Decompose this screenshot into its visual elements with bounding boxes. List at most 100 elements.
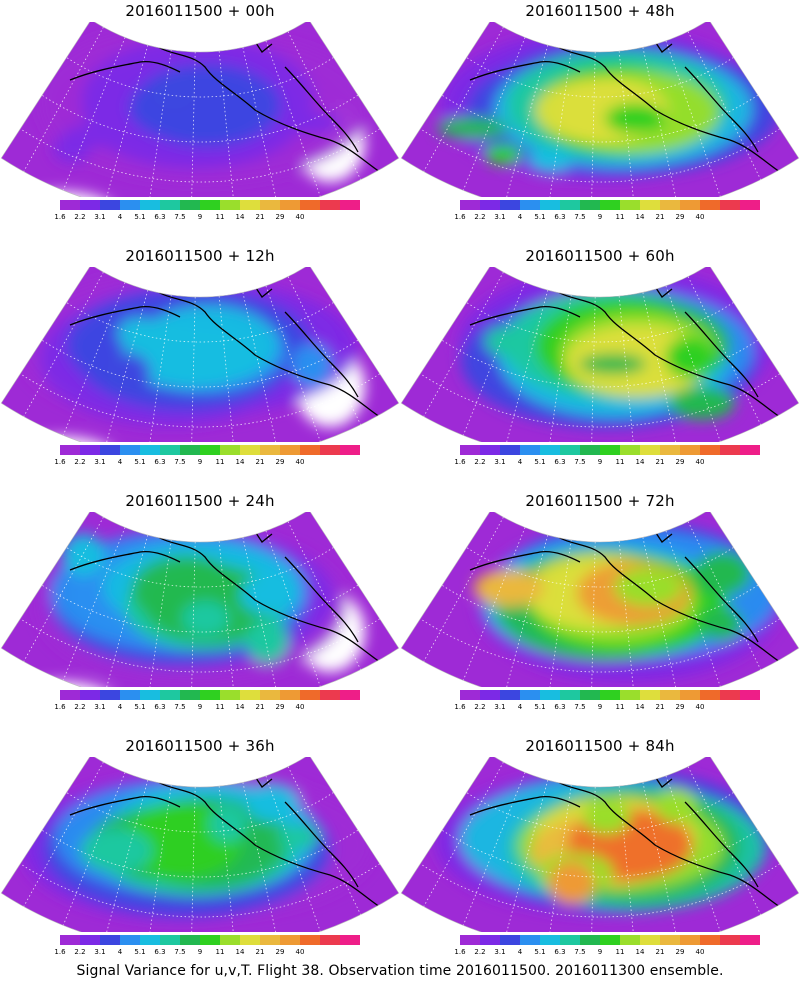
colorbar-swatch — [280, 690, 300, 700]
field-layer — [401, 512, 799, 687]
field-spot — [548, 860, 595, 905]
colorbar-tick-label: 2.2 — [474, 703, 486, 711]
colorbar-swatch — [600, 445, 620, 455]
colorbar — [60, 690, 360, 700]
field-spot — [605, 103, 666, 134]
colorbar-swatch — [220, 690, 240, 700]
map-plot — [400, 22, 800, 197]
longitude-line — [423, 516, 504, 662]
field-spot — [669, 386, 735, 420]
colorbar-swatch — [340, 445, 360, 455]
graticule — [20, 26, 380, 197]
longitude-line — [265, 40, 321, 197]
colorbar-labels: 1.6 2.2 3.1 4 5.1 6.3 7.5 9 11 14 21 29 40 — [54, 213, 360, 223]
colorbar-tick-label: 21 — [255, 213, 265, 221]
colorbar-tick-label: 9 — [597, 213, 603, 221]
colorbar-tick-label: 3.1 — [494, 213, 506, 221]
longitude-line — [218, 51, 236, 197]
colorbar-labels: 1.6 2.2 3.1 4 5.1 6.3 7.5 9 11 14 21 29 40 — [454, 703, 760, 713]
field-blobs — [458, 267, 773, 429]
colorbar-tick-label: 11 — [615, 703, 625, 711]
colorbar-swatch — [340, 200, 360, 210]
longitude-line — [287, 521, 362, 670]
colorbar-swatch — [260, 690, 280, 700]
colorbar-tick-label: 1.6 — [454, 458, 466, 466]
field-spot — [614, 567, 684, 607]
colorbar-tick-label: 29 — [275, 948, 285, 956]
colorbar-tick-label: 29 — [675, 703, 685, 711]
field-spot — [131, 321, 184, 342]
colorbar-swatch — [60, 200, 80, 210]
colorbar-swatch — [480, 445, 500, 455]
colorbar-swatch — [260, 935, 280, 945]
longitude-line — [423, 26, 504, 172]
field-spot — [655, 787, 698, 824]
colorbar-tick-label: 3.1 — [94, 948, 106, 956]
colorbar-tick-label: 5.1 — [134, 458, 146, 466]
colorbar-tick-label: 5.1 — [534, 213, 546, 221]
colorbar-tick-label: 7.5 — [574, 213, 586, 221]
colorbar-swatch — [620, 935, 640, 945]
colorbar-swatch — [480, 690, 500, 700]
longitude-line — [665, 530, 721, 687]
field-contour — [128, 72, 258, 143]
colorbar-swatch — [660, 690, 680, 700]
colorbar-tick-label: 9 — [597, 703, 603, 711]
colorbar — [60, 445, 360, 455]
colorbar-tick-label: 21 — [655, 703, 665, 711]
colorbar-tick-label: 9 — [197, 458, 203, 466]
latitude-line — [66, 57, 334, 98]
longitude-line — [547, 784, 572, 932]
coastline-path — [149, 531, 381, 663]
colorbar-tick-label: 6.3 — [554, 458, 566, 466]
panel-title: 2016011500 + 72h — [525, 492, 675, 510]
colorbar-swatch — [280, 445, 300, 455]
coastline-path — [684, 66, 759, 153]
panel-title: 2016011500 + 84h — [525, 737, 675, 755]
colorbar-swatch — [640, 690, 660, 700]
colorbar-swatch — [260, 200, 280, 210]
coastline — [69, 521, 381, 663]
field-spot — [62, 533, 105, 577]
colorbar-tick-label: 6.3 — [554, 703, 566, 711]
field-layer — [1, 22, 399, 197]
field-spot — [579, 354, 647, 375]
field-spot — [693, 551, 751, 596]
colorbar-tick-label: 3.1 — [494, 948, 506, 956]
colorbar-swatch — [680, 445, 700, 455]
colorbar-tick-label: 9 — [197, 948, 203, 956]
longitude-line — [218, 296, 236, 442]
longitude-line — [618, 786, 636, 932]
colorbar-tick-label: 4 — [117, 703, 123, 711]
field-blobs — [5, 25, 371, 197]
colorbar-swatch — [680, 200, 700, 210]
coastline-path — [469, 551, 581, 571]
coastline-path — [469, 306, 581, 326]
field-spot — [80, 828, 153, 873]
colorbar — [60, 935, 360, 945]
longitude-line — [618, 51, 636, 197]
colorbar-swatch — [700, 200, 720, 210]
colorbar-tick-label: 11 — [615, 458, 625, 466]
map-outline — [400, 267, 800, 442]
colorbar-labels: 1.6 2.2 3.1 4 5.1 6.3 7.5 9 11 14 21 29 40 — [54, 458, 360, 468]
colorbar-tick-label: 4 — [517, 703, 523, 711]
colorbar-swatch — [340, 690, 360, 700]
colorbar-swatch — [560, 200, 580, 210]
colorbar-swatch — [520, 200, 540, 210]
colorbar-tick-label: 21 — [255, 703, 265, 711]
latitude-line — [66, 547, 334, 588]
map-outline — [0, 757, 400, 932]
field-spot — [484, 326, 528, 357]
colorbar-tick-label: 2.2 — [74, 703, 86, 711]
latitude-line — [466, 302, 734, 343]
map-plot — [0, 512, 400, 687]
colorbar-tick-label: 3.1 — [494, 703, 506, 711]
colorbar-swatch — [240, 935, 260, 945]
panel-title: 2016011500 + 12h — [125, 247, 275, 265]
colorbar-swatch — [580, 200, 600, 210]
colorbar-tick-label: 4 — [117, 458, 123, 466]
colorbar-swatch — [100, 445, 120, 455]
longitude-line — [687, 31, 762, 180]
colorbar-swatch — [240, 690, 260, 700]
